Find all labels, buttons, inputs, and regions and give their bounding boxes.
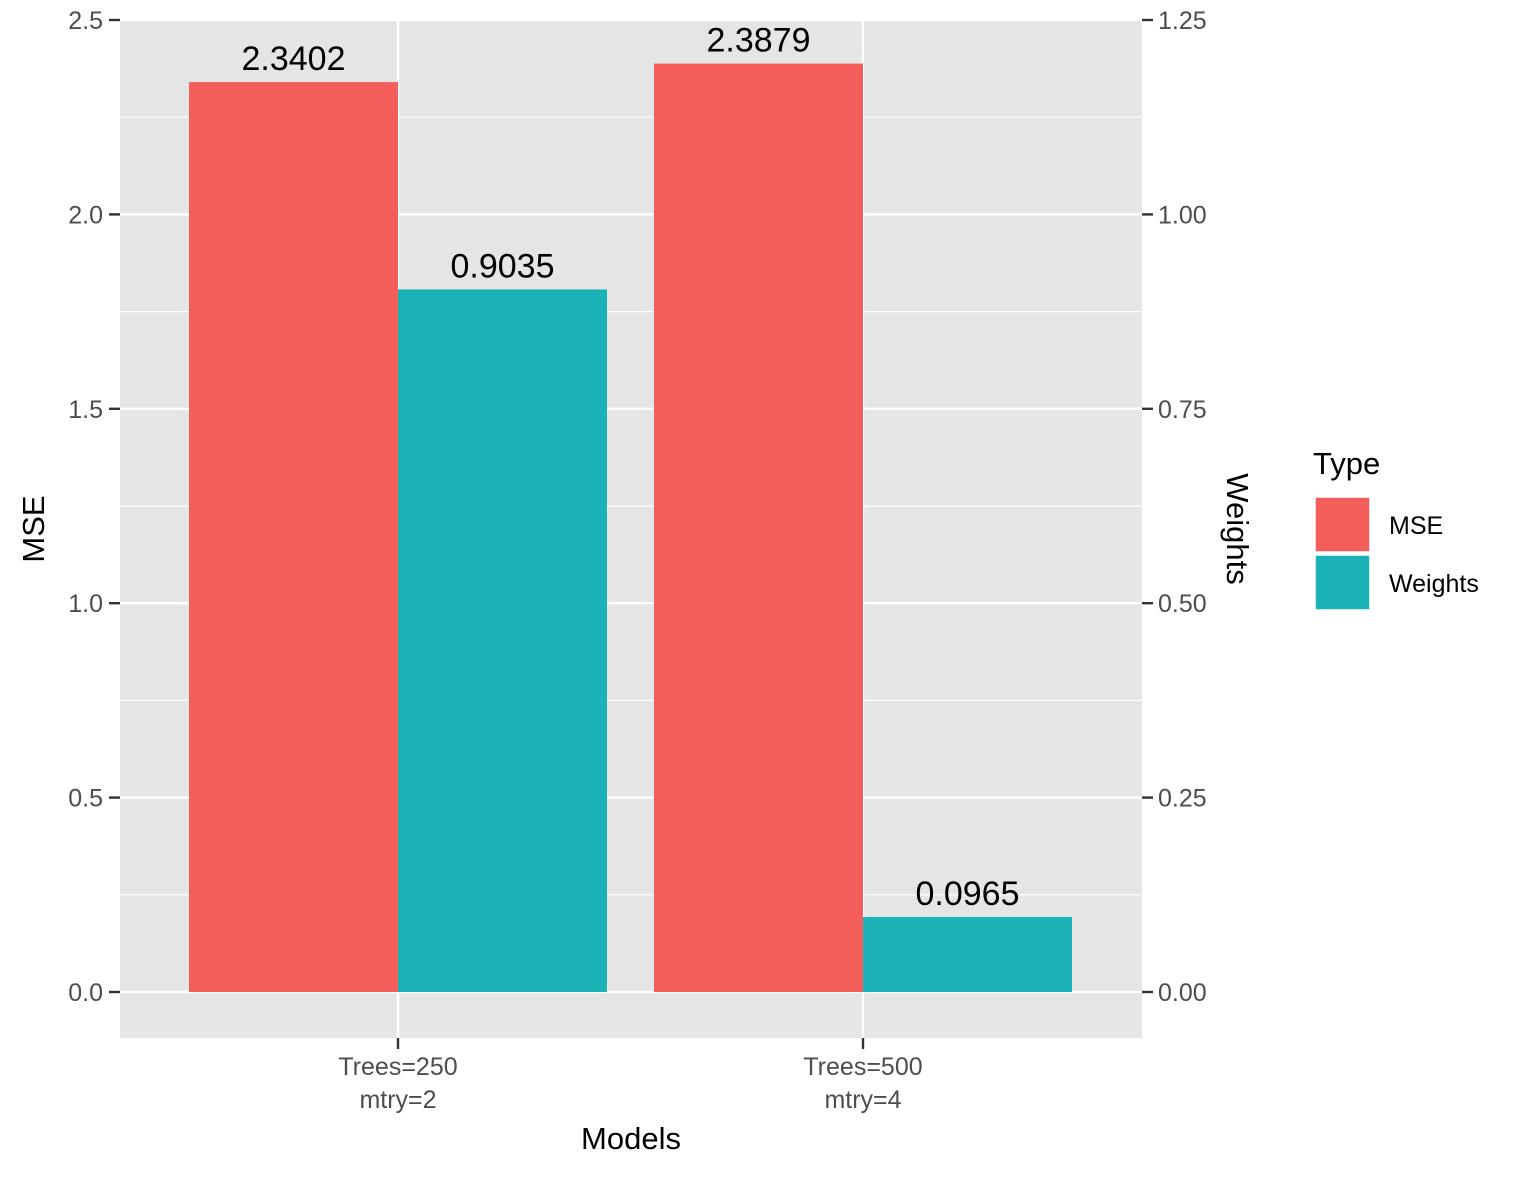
x-tick-label-line: Trees=500 <box>803 1053 922 1081</box>
y-tick-label: 2.0 <box>68 201 103 229</box>
data-label-weights: 0.0965 <box>916 875 1020 913</box>
y-tick-label: 1.5 <box>68 396 103 424</box>
secondary-y-axis-title: Weights <box>1220 473 1255 584</box>
y2-tick-label: 0.50 <box>1158 590 1207 618</box>
bars <box>189 63 1072 993</box>
legend-swatch-weights <box>1314 554 1371 611</box>
x-tick-label-line: mtry=2 <box>359 1086 436 1114</box>
legend-swatch-mse <box>1314 496 1371 553</box>
bar-weights <box>398 289 607 993</box>
data-labels: 2.3402 0.9035 2.3879 0.0965 <box>242 22 1020 913</box>
x-tick-label-line: mtry=4 <box>824 1086 901 1114</box>
data-label-mse: 2.3879 <box>707 22 811 60</box>
axes: 0.0 0.5 1.0 1.5 2.0 2.5 0.00 0.25 0.50 0.75 1.00 1.… <box>68 7 1206 1114</box>
x-tick-label: Trees=250 mtry=2 <box>338 1053 457 1114</box>
x-tick-label: Trees=500 mtry=4 <box>803 1053 922 1114</box>
y-tick-label: 0.0 <box>68 979 103 1007</box>
data-label-mse: 2.3402 <box>242 40 346 78</box>
legend-title: Type <box>1313 446 1380 481</box>
y2-tick-label: 0.75 <box>1158 396 1207 424</box>
bar-weights <box>863 916 1072 992</box>
x-axis-title: Models <box>581 1121 681 1156</box>
y-tick-label: 2.5 <box>68 7 103 35</box>
y-tick-label: 0.5 <box>68 785 103 813</box>
y-axis-title: MSE <box>16 495 51 562</box>
y2-tick-label: 1.00 <box>1158 201 1207 229</box>
legend-items: MSE Weights <box>1314 496 1479 611</box>
data-label-weights: 0.9035 <box>451 247 555 285</box>
x-tick-label-line: Trees=250 <box>338 1053 457 1081</box>
bar-mse <box>189 82 398 992</box>
legend-label-weights: Weights <box>1389 570 1479 598</box>
y-tick-label: 1.0 <box>68 590 103 618</box>
legend: Type MSE Weights <box>1313 446 1479 611</box>
y2-tick-label: 0.25 <box>1158 785 1207 813</box>
bar-mse <box>654 63 863 993</box>
y2-tick-label: 0.00 <box>1158 979 1207 1007</box>
legend-label-mse: MSE <box>1389 512 1443 540</box>
y2-tick-label: 1.25 <box>1158 7 1207 35</box>
